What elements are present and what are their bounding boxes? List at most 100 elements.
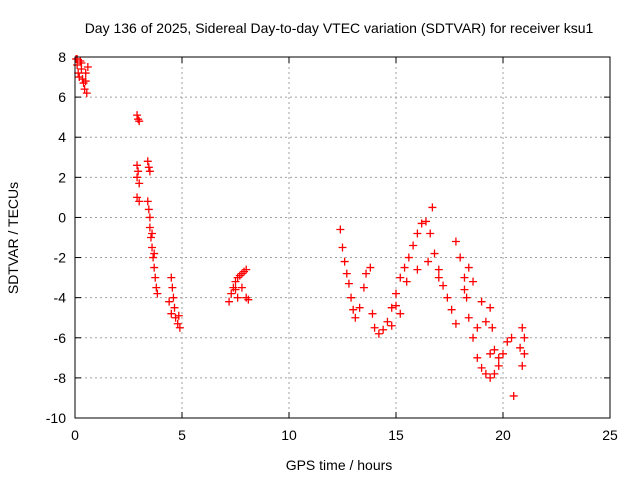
data-point [240, 267, 249, 276]
grid [75, 57, 610, 418]
data-point [133, 161, 142, 170]
data-point [490, 345, 499, 354]
series-hour-12-17-wave [336, 203, 460, 338]
data-point [451, 237, 460, 246]
data-point [231, 277, 240, 286]
data-point [428, 203, 437, 212]
data-point [144, 163, 153, 172]
data-point [81, 77, 90, 86]
data-point [347, 293, 356, 302]
data-point [520, 333, 529, 342]
data-point [460, 285, 469, 294]
data-point [481, 369, 490, 378]
data-point [481, 317, 490, 326]
data-point [148, 229, 157, 238]
data-point [237, 269, 246, 278]
data-point [507, 333, 516, 342]
data-point [231, 285, 240, 294]
y-tick-label: -2 [54, 250, 67, 266]
series-hour-3-segment [133, 111, 144, 206]
data-point [417, 219, 426, 228]
data-point [413, 229, 422, 238]
data-point [167, 309, 176, 318]
data-point [134, 167, 143, 176]
data-point [242, 293, 251, 302]
data-point [400, 263, 409, 272]
data-point [518, 323, 527, 332]
data-point [74, 69, 83, 78]
data-point [499, 349, 507, 358]
series-hour-17-21-wave [451, 237, 529, 400]
data-point [486, 373, 495, 382]
x-tick-label: 25 [602, 427, 618, 443]
data-point [233, 273, 242, 282]
data-point [151, 273, 160, 282]
data-point [133, 173, 142, 182]
y-tick-label: 2 [58, 169, 66, 185]
data-point [387, 303, 396, 312]
data-point [82, 89, 91, 98]
series-early-cluster [72, 55, 92, 98]
data-point [477, 297, 486, 306]
series-hour-4.5-segment [165, 273, 184, 332]
data-point [362, 269, 371, 278]
data-point [366, 263, 375, 272]
data-point [404, 253, 413, 262]
data-point [509, 391, 518, 400]
data-point [148, 243, 157, 252]
data-point [344, 279, 353, 288]
data-point [167, 273, 176, 282]
data-point [145, 213, 154, 222]
data-point [520, 349, 529, 358]
data-point [133, 111, 142, 120]
axis-ticks: 0 5 10 15 20 25 -10 -8 -6 -4 -2 0 2 4 6 8 [46, 49, 618, 443]
data-point [244, 295, 253, 304]
data-point [469, 333, 478, 342]
data-point [145, 167, 154, 176]
data-point [456, 253, 465, 262]
data-point [503, 337, 512, 346]
data-point [150, 249, 159, 258]
x-tick-label: 10 [281, 427, 297, 443]
x-axis-label: GPS time / hours [286, 457, 393, 473]
series-hour-3.5-segment [143, 157, 162, 298]
data-point [379, 325, 388, 334]
data-point [421, 217, 430, 226]
data-point [518, 361, 527, 370]
y-tick-label: -4 [54, 290, 67, 306]
data-point [355, 303, 364, 312]
data-point [490, 369, 499, 378]
data-point [80, 85, 89, 94]
plot-frame [74, 56, 611, 419]
data-point [81, 69, 90, 78]
y-tick-label: 4 [58, 129, 66, 145]
data-point [336, 225, 345, 234]
data-point [473, 353, 482, 362]
data-point [434, 273, 443, 282]
data-point [387, 321, 396, 330]
data-point [451, 319, 460, 328]
data-point [424, 257, 433, 266]
data-point [477, 363, 486, 372]
data-point [464, 263, 473, 272]
data-point [152, 283, 161, 292]
data-points [72, 55, 529, 400]
data-point [340, 257, 349, 266]
data-point [165, 297, 174, 306]
data-point [439, 281, 448, 290]
y-axis-label: SDTVAR / TECUs [5, 182, 21, 294]
data-point [134, 115, 143, 124]
data-point [368, 309, 377, 318]
data-point [462, 293, 471, 302]
data-point [135, 179, 144, 188]
chart-title: Day 136 of 2025, Sidereal Day-to-day VTE… [85, 20, 594, 36]
data-point [460, 273, 469, 282]
data-point [396, 309, 405, 318]
data-point [242, 265, 251, 274]
data-point [153, 289, 162, 298]
data-point [413, 265, 422, 274]
data-point [443, 293, 452, 302]
data-point [237, 283, 246, 292]
data-point [494, 353, 503, 362]
